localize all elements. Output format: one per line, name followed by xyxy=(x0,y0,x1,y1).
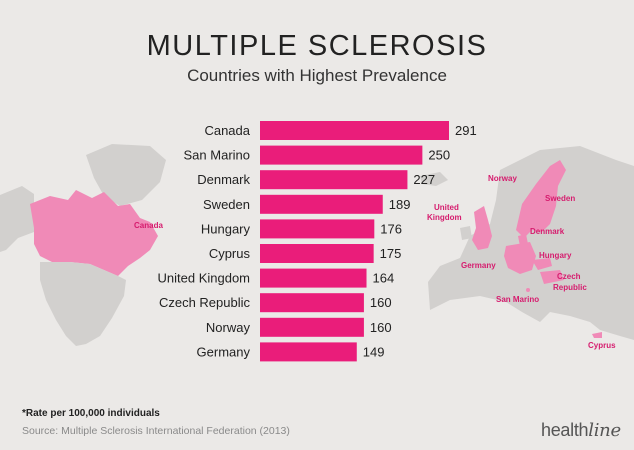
bar-canada xyxy=(260,121,449,140)
map-label-republic: Republic xyxy=(553,283,587,292)
value-label-germany: 149 xyxy=(363,344,385,359)
brand-logo: healthline xyxy=(541,420,621,441)
category-label-czech-republic: Czech Republic xyxy=(159,295,251,310)
map-labels: Canada Norway Sweden United Kingdom Denm… xyxy=(134,174,616,350)
value-label-hungary: 176 xyxy=(380,221,402,236)
bar-czech-republic xyxy=(260,293,364,313)
category-label-united-kingdom: United Kingdom xyxy=(158,271,251,286)
bar-united-kingdom xyxy=(260,268,367,288)
hungary-shape xyxy=(540,270,564,284)
iceland-shape xyxy=(420,172,448,186)
chart-title: MULTIPLE SCLEROSIS xyxy=(146,30,488,62)
san-marino-dot xyxy=(526,288,530,292)
chart-subtitle: Countries with Highest Prevalence xyxy=(187,66,447,85)
map-label-germany: Germany xyxy=(461,261,496,270)
brand-part2: line xyxy=(588,420,621,441)
cyprus-shape xyxy=(592,332,602,338)
value-label-san-marino: 250 xyxy=(428,148,450,163)
value-label-denmark: 227 xyxy=(413,172,435,187)
category-label-sweden: Sweden xyxy=(203,197,250,212)
map-label-sweden: Sweden xyxy=(545,194,575,203)
value-label-united-kingdom: 164 xyxy=(373,271,395,286)
map-label-hungary: Hungary xyxy=(539,251,572,260)
map-label-united: United xyxy=(434,203,459,212)
map-label-kingdom: Kingdom xyxy=(427,213,462,222)
map-label-san-marino: San Marino xyxy=(496,295,539,304)
ireland-shape xyxy=(460,226,472,240)
bar-norway xyxy=(260,317,364,337)
usa-mexico-shape xyxy=(40,262,126,346)
alaska-shape xyxy=(0,186,34,252)
north-america-map xyxy=(0,144,166,346)
category-label-cyprus: Cyprus xyxy=(209,246,251,261)
bar-sweden xyxy=(260,194,383,214)
bar-san-marino xyxy=(260,145,423,165)
europe-landmass xyxy=(428,146,634,340)
canada-shape xyxy=(30,190,158,276)
category-label-norway: Norway xyxy=(206,320,251,335)
value-label-czech-republic: 160 xyxy=(370,295,392,310)
germany-shape xyxy=(504,242,536,274)
brand-part1: health xyxy=(541,420,589,440)
europe-map xyxy=(420,146,634,340)
czech-shape xyxy=(532,258,552,270)
uk-shape xyxy=(472,206,492,250)
value-label-cyprus: 175 xyxy=(380,246,402,261)
bar-hungary xyxy=(260,219,375,239)
category-label-germany: Germany xyxy=(197,344,251,359)
greenland-shape xyxy=(86,144,166,206)
bar-germany xyxy=(260,342,357,362)
map-label-norway: Norway xyxy=(488,174,517,183)
value-label-canada: 291 xyxy=(455,123,477,138)
value-label-norway: 160 xyxy=(370,320,392,335)
map-label-canada: Canada xyxy=(134,221,163,230)
source-citation: Source: Multiple Sclerosis International… xyxy=(22,425,290,437)
footnote: *Rate per 100,000 individuals xyxy=(22,408,160,419)
category-label-canada: Canada xyxy=(204,123,250,138)
category-label-denmark: Denmark xyxy=(197,172,250,187)
bar-cyprus xyxy=(260,244,374,263)
bar-series: Canada 291 San Marino 250 Denmark 227 Sweden 18… xyxy=(158,121,477,362)
category-label-hungary: Hungary xyxy=(201,221,251,236)
map-label-czech: Czech xyxy=(557,272,581,281)
map-label-cyprus: Cyprus xyxy=(588,341,616,350)
bar-denmark xyxy=(260,170,408,190)
norway-sweden-shape xyxy=(516,160,566,238)
value-label-sweden: 189 xyxy=(389,197,411,212)
category-label-san-marino: San Marino xyxy=(184,148,250,163)
map-label-denmark: Denmark xyxy=(530,227,565,236)
